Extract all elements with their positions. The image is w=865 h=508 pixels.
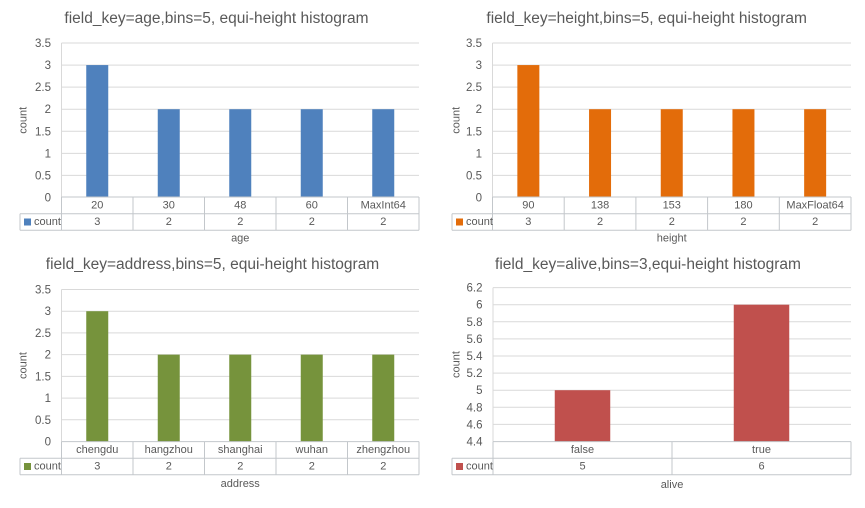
svg-text:2: 2 [309, 216, 315, 228]
svg-text:30: 30 [163, 199, 175, 211]
svg-text:6.2: 6.2 [467, 283, 483, 295]
svg-text:true: true [752, 444, 771, 456]
svg-text:chengdu: chengdu [76, 444, 118, 456]
svg-text:0.5: 0.5 [466, 170, 482, 182]
svg-text:2: 2 [237, 461, 243, 473]
svg-text:6: 6 [476, 300, 482, 312]
svg-text:0.5: 0.5 [35, 415, 51, 427]
svg-text:2.5: 2.5 [466, 82, 482, 94]
svg-text:1: 1 [45, 148, 51, 160]
svg-text:3: 3 [525, 216, 531, 228]
svg-text:180: 180 [734, 199, 752, 211]
svg-text:5.4: 5.4 [467, 351, 484, 363]
svg-text:1.5: 1.5 [466, 126, 482, 138]
svg-text:0: 0 [45, 437, 51, 449]
svg-text:0: 0 [45, 193, 51, 205]
svg-text:count: count [451, 351, 463, 378]
svg-text:48: 48 [234, 199, 246, 211]
svg-text:3: 3 [45, 306, 51, 318]
svg-text:2: 2 [45, 104, 51, 116]
svg-text:5.8: 5.8 [467, 317, 483, 329]
svg-text:138: 138 [591, 199, 609, 211]
svg-text:field_key=age,bins=5, equi-hei: field_key=age,bins=5, equi-height histog… [64, 10, 368, 27]
svg-text:2: 2 [309, 461, 315, 473]
svg-text:5.2: 5.2 [467, 368, 483, 380]
svg-text:1: 1 [45, 393, 51, 405]
svg-text:6: 6 [758, 461, 764, 473]
svg-text:height: height [657, 233, 687, 245]
svg-text:1.5: 1.5 [35, 371, 51, 383]
svg-text:2: 2 [597, 216, 603, 228]
svg-text:alive: alive [661, 479, 684, 491]
svg-text:2: 2 [166, 461, 172, 473]
svg-text:2: 2 [380, 216, 386, 228]
svg-text:4.8: 4.8 [467, 402, 483, 414]
svg-text:count: count [466, 216, 493, 228]
svg-text:hangzhou: hangzhou [145, 444, 193, 456]
svg-text:2: 2 [476, 104, 482, 116]
svg-text:0: 0 [476, 193, 482, 205]
svg-text:0.5: 0.5 [35, 170, 51, 182]
svg-text:3.5: 3.5 [35, 38, 51, 50]
svg-text:count: count [34, 216, 61, 228]
svg-text:shanghai: shanghai [218, 444, 263, 456]
svg-text:zhengzhou: zhengzhou [356, 444, 410, 456]
svg-text:age: age [231, 233, 249, 245]
svg-text:count: count [34, 461, 61, 473]
svg-text:3: 3 [94, 461, 100, 473]
svg-text:1: 1 [476, 148, 482, 160]
svg-text:2: 2 [812, 216, 818, 228]
svg-text:60: 60 [306, 199, 318, 211]
svg-text:3.5: 3.5 [35, 285, 51, 297]
svg-text:5.6: 5.6 [467, 334, 483, 346]
svg-text:2.5: 2.5 [35, 328, 51, 340]
svg-text:count: count [451, 107, 463, 134]
svg-text:false: false [571, 444, 594, 456]
svg-text:2: 2 [740, 216, 746, 228]
svg-text:count: count [466, 461, 493, 473]
svg-text:2: 2 [237, 216, 243, 228]
svg-text:3: 3 [476, 60, 482, 72]
svg-text:5: 5 [579, 461, 585, 473]
svg-text:2: 2 [380, 461, 386, 473]
svg-text:2: 2 [669, 216, 675, 228]
svg-text:2: 2 [166, 216, 172, 228]
svg-text:address: address [221, 478, 261, 490]
svg-text:field_key=address,bins=5, equi: field_key=address,bins=5, equi-height hi… [46, 256, 379, 273]
svg-text:MaxInt64: MaxInt64 [361, 199, 406, 211]
svg-text:2: 2 [45, 350, 51, 362]
svg-text:field_key=alive,bins=3,equi-he: field_key=alive,bins=3,equi-height histo… [495, 256, 801, 273]
svg-text:3: 3 [45, 60, 51, 72]
svg-text:90: 90 [522, 199, 534, 211]
svg-text:MaxFloat64: MaxFloat64 [786, 199, 843, 211]
svg-text:3: 3 [94, 216, 100, 228]
svg-text:20: 20 [91, 199, 103, 211]
svg-text:3.5: 3.5 [466, 38, 482, 50]
svg-text:4.6: 4.6 [467, 419, 483, 431]
svg-text:5: 5 [476, 385, 482, 397]
svg-text:field_key=height,bins=5, equi-: field_key=height,bins=5, equi-height his… [486, 10, 807, 27]
svg-text:count: count [18, 107, 30, 134]
svg-text:wuhan: wuhan [295, 444, 328, 456]
svg-text:1.5: 1.5 [35, 126, 51, 138]
svg-text:4.4: 4.4 [467, 437, 484, 449]
svg-text:153: 153 [663, 199, 681, 211]
svg-text:count: count [18, 352, 30, 379]
svg-text:2.5: 2.5 [35, 82, 51, 94]
